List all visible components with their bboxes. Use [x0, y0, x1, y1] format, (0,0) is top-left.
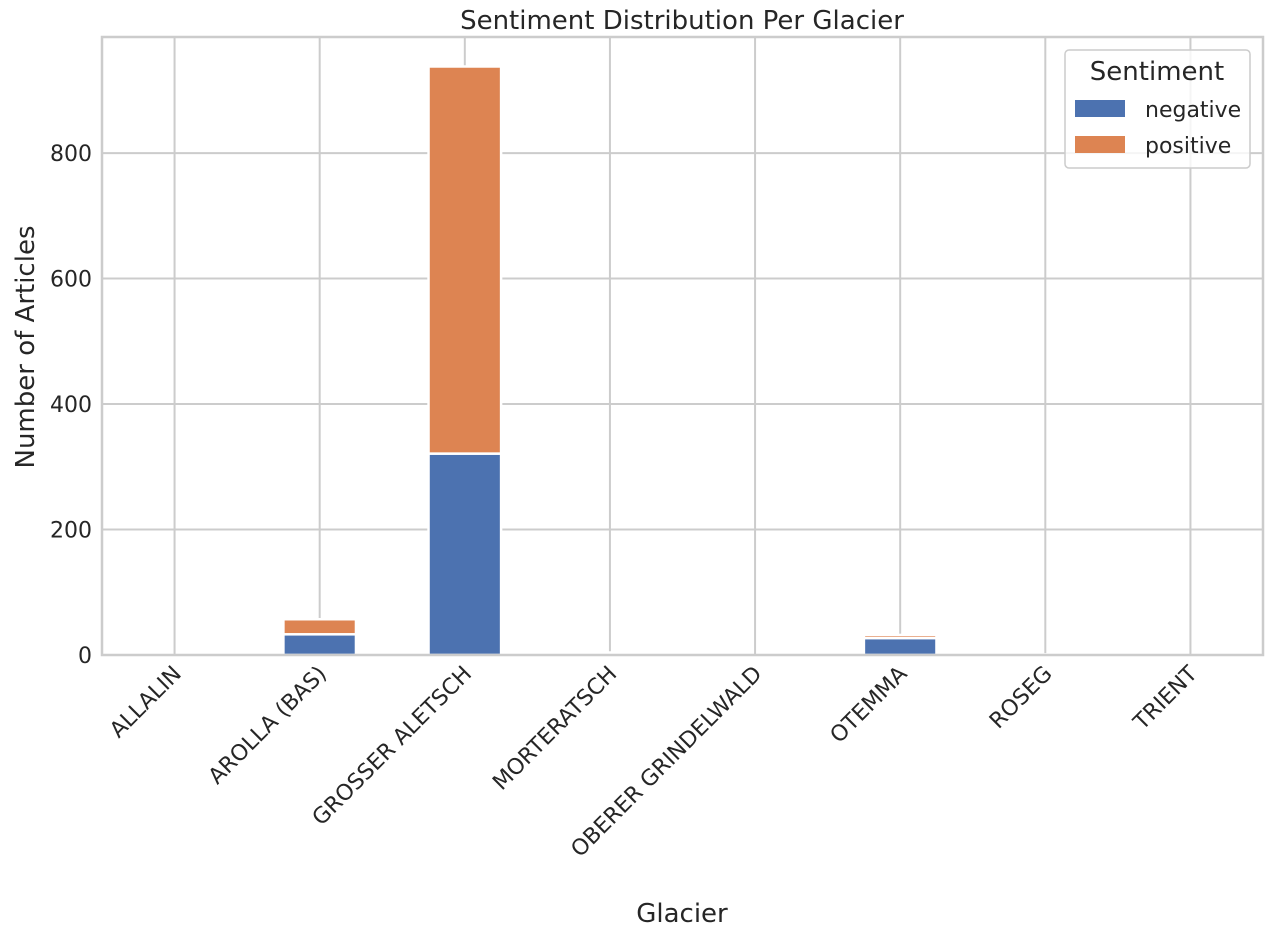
legend-label-negative: negative [1145, 98, 1241, 123]
y-tick-label: 400 [50, 393, 92, 418]
bar-grosser-aletsch-positive [427, 65, 503, 455]
y-tick-label: 600 [50, 268, 92, 293]
x-tick-label-arolla-bas: AROLLA (BAS) [204, 662, 332, 790]
x-tick-label-morteratsch: MORTERATSCH [488, 662, 622, 796]
y-tick-label: 200 [50, 519, 92, 544]
y-tick-label: 800 [50, 142, 92, 167]
y-axis-ticks: 0 200 400 600 800 [50, 142, 92, 669]
legend-title: Sentiment [1090, 57, 1224, 87]
bar-arolla-bas-negative [282, 633, 358, 657]
legend-swatch-positive [1075, 136, 1125, 153]
bar-arolla-bas-positive [282, 617, 358, 636]
x-axis-ticks: ALLALIN AROLLA (BAS)GROSSER ALETSCH MORTER… [105, 661, 1203, 862]
plot-frame [100, 35, 1265, 657]
legend-swatch-negative [1075, 100, 1125, 117]
legend-label-positive: positive [1145, 134, 1231, 159]
x-tick-label-grosser-aletsch: GROSSER ALETSCH [308, 662, 477, 831]
x-tick-label-trient: TRIENT [1128, 661, 1203, 736]
x-tick-label-allalin: ALLALIN [105, 662, 187, 744]
x-tick-label-roseg: ROSEG [985, 662, 1057, 734]
y-tick-label: 0 [78, 644, 92, 669]
legend: Sentiment negative positive [1064, 49, 1251, 169]
x-tick-label-otemma: OTEMMA [826, 662, 913, 749]
y-axis-label: Number of Articles [11, 226, 41, 469]
bar-grosser-aletsch-negative [427, 452, 503, 657]
bar-otemma-negative [862, 636, 938, 657]
bars [282, 65, 1083, 657]
bar-otemma-positive [862, 633, 938, 640]
x-axis-label: Glacier [636, 899, 728, 929]
grid-lines [102, 37, 1263, 656]
chart-title: Sentiment Distribution Per Glacier [460, 6, 904, 36]
